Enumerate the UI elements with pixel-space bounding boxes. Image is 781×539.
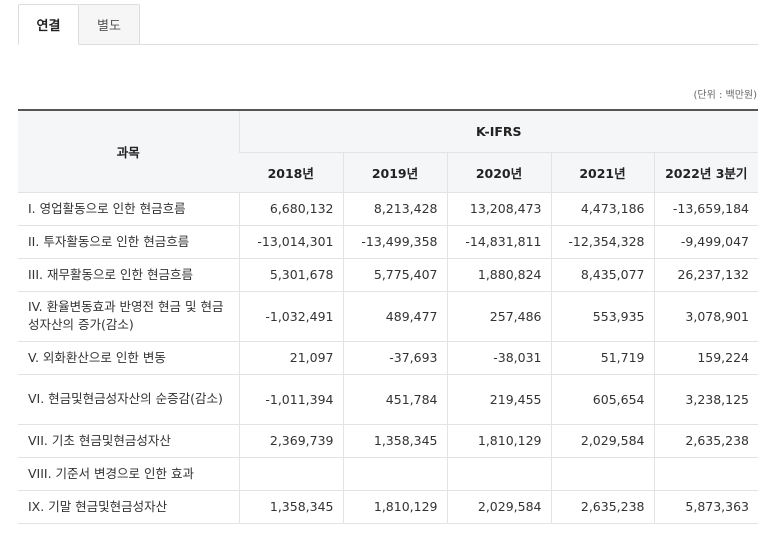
table-row: VIII. 기준서 변경으로 인한 효과 [18,457,759,491]
subject-header: 과목 [18,109,239,193]
table-row: I. 영업활동으로 인한 현금흐름 6,680,132 8,213,428 13… [18,192,759,226]
cell-value: 4,473,186 [550,192,654,226]
cell-value [342,457,447,491]
cell-value: 8,213,428 [342,192,447,226]
cell-value: -13,499,358 [342,225,447,259]
cell-value: 2,029,584 [550,424,654,458]
cell-value: 159,224 [653,341,759,375]
statement-tabs: 연결 별도 [18,4,758,45]
cell-value: 2,635,238 [550,490,654,524]
cell-value: 5,775,407 [342,258,447,292]
tab-consolidated[interactable]: 연결 [18,4,79,45]
cash-flow-table: 과목 K-IFRS 2018년 2019년 2020년 2021년 2022년 … [18,109,759,524]
cell-value [446,457,551,491]
table-row: IX. 기말 현금및현금성자산 1,358,345 1,810,129 2,02… [18,490,759,524]
cell-value: 489,477 [342,291,447,342]
cell-value: 21,097 [238,341,343,375]
cell-value: 605,654 [550,374,654,425]
cell-value: 1,358,345 [342,424,447,458]
cell-value: 1,880,824 [446,258,551,292]
row-label: IX. 기말 현금및현금성자산 [18,490,239,524]
cell-value: 1,810,129 [342,490,447,524]
unit-note: (단위 : 백만원) [693,90,757,101]
cell-value: 5,873,363 [653,490,759,524]
cell-value: 257,486 [446,291,551,342]
cell-value: -1,032,491 [238,291,343,342]
tab-separate[interactable]: 별도 [79,4,140,45]
standard-header: K-IFRS [238,109,759,153]
row-label: III. 재무활동으로 인한 현금흐름 [18,258,239,292]
cell-value: -38,031 [446,341,551,375]
cell-value: 451,784 [342,374,447,425]
row-label: VI. 현금및현금성자산의 순증감(감소) [18,374,239,425]
table-row: II. 투자활동으로 인한 현금흐름 -13,014,301 -13,499,3… [18,225,759,259]
cell-value: -9,499,047 [653,225,759,259]
cell-value: 553,935 [550,291,654,342]
table-row: VII. 기초 현금및현금성자산 2,369,739 1,358,345 1,8… [18,424,759,458]
cell-value: -13,659,184 [653,192,759,226]
cell-value: 13,208,473 [446,192,551,226]
cell-value: 26,237,132 [653,258,759,292]
cell-value: -12,354,328 [550,225,654,259]
row-label: VII. 기초 현금및현금성자산 [18,424,239,458]
table-row: III. 재무활동으로 인한 현금흐름 5,301,678 5,775,407 … [18,258,759,292]
row-label: I. 영업활동으로 인한 현금흐름 [18,192,239,226]
table-row: VI. 현금및현금성자산의 순증감(감소) -1,011,394 451,784… [18,374,759,425]
cell-value: 8,435,077 [550,258,654,292]
cell-value: 3,078,901 [653,291,759,342]
row-label: II. 투자활동으로 인한 현금흐름 [18,225,239,259]
cell-value: 3,238,125 [653,374,759,425]
cell-value: 6,680,132 [238,192,343,226]
row-label: IV. 환율변동효과 반영전 현금 및 현금성자산의 증가(감소) [18,291,239,342]
cell-value: 1,810,129 [446,424,551,458]
row-label: VIII. 기준서 변경으로 인한 효과 [18,457,239,491]
cell-value: 1,358,345 [238,490,343,524]
cell-value: -13,014,301 [238,225,343,259]
cell-value: -37,693 [342,341,447,375]
year-header: 2020년 [446,152,551,193]
cell-value: 2,635,238 [653,424,759,458]
table-row: V. 외화환산으로 인한 변동 21,097 -37,693 -38,031 5… [18,341,759,375]
table-row: IV. 환율변동효과 반영전 현금 및 현금성자산의 증가(감소) -1,032… [18,291,759,342]
cell-value [238,457,343,491]
cell-value: 219,455 [446,374,551,425]
cell-value: -14,831,811 [446,225,551,259]
cell-value [653,457,759,491]
cell-value: -1,011,394 [238,374,343,425]
year-header: 2021년 [550,152,654,193]
year-header: 2018년 [239,152,343,193]
cell-value: 2,029,584 [446,490,551,524]
cell-value: 5,301,678 [238,258,343,292]
cell-value: 51,719 [550,341,654,375]
cell-value [550,457,654,491]
year-header: 2022년 3분기 [653,152,759,193]
year-header: 2019년 [342,152,447,193]
row-label: V. 외화환산으로 인한 변동 [18,341,239,375]
cell-value: 2,369,739 [238,424,343,458]
